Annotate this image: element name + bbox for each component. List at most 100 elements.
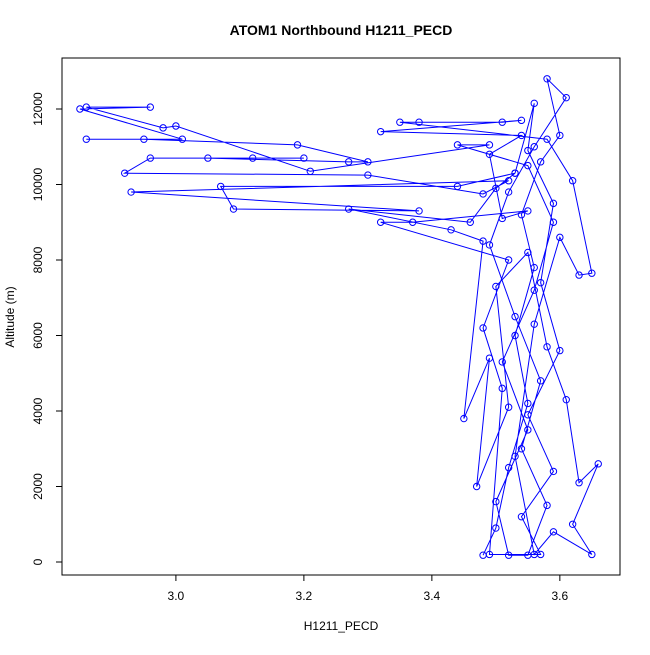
- data-point: [447, 226, 455, 234]
- data-point: [517, 445, 526, 453]
- data-point: [536, 278, 545, 287]
- y-tick-label: 10000: [31, 167, 45, 201]
- data-point: [293, 141, 302, 149]
- x-tick-label: 3.0: [168, 589, 185, 603]
- data-point: [344, 158, 353, 166]
- data-point: [530, 143, 538, 151]
- x-tick-label: 3.6: [552, 589, 569, 603]
- data-point: [479, 324, 487, 332]
- data-point: [498, 384, 506, 393]
- data-point: [517, 131, 526, 140]
- data-point: [492, 497, 500, 506]
- data-point: [511, 312, 519, 321]
- data-point: [140, 135, 148, 143]
- data-point: [344, 205, 353, 213]
- data-point: [511, 452, 519, 461]
- data-point: [492, 282, 500, 291]
- data-point: [543, 135, 551, 143]
- chart-title: ATOM1 Northbound H1211_PECD: [230, 22, 453, 38]
- data-point: [364, 158, 372, 166]
- data-point: [594, 460, 602, 468]
- data-point: [146, 154, 155, 162]
- data-point: [306, 167, 314, 175]
- data-point: [568, 520, 577, 528]
- data-point: [511, 331, 519, 340]
- data-point: [588, 550, 596, 559]
- data-point: [530, 286, 538, 294]
- data-point: [524, 207, 532, 215]
- data-point: [82, 103, 91, 111]
- data-line: [79, 77, 599, 556]
- data-point: [248, 154, 257, 162]
- data-point: [159, 124, 167, 132]
- data-point: [524, 426, 532, 434]
- data-point: [562, 93, 570, 102]
- data-point: [466, 218, 474, 226]
- data-point: [588, 269, 596, 277]
- data-point: [575, 479, 583, 487]
- data-point: [549, 199, 558, 208]
- data-point: [127, 188, 135, 196]
- data-point: [517, 116, 526, 125]
- x-axis-label: H1211_PECD: [304, 619, 379, 633]
- data-point: [556, 131, 564, 140]
- data-point: [376, 218, 385, 226]
- data-point: [562, 395, 570, 404]
- data-point: [504, 177, 513, 185]
- data-point: [204, 154, 212, 162]
- data-point: [504, 188, 513, 196]
- y-tick-label: 8000: [31, 246, 45, 273]
- data-point: [460, 414, 468, 423]
- data-point: [524, 411, 532, 419]
- data-point: [216, 182, 225, 191]
- data-point: [504, 256, 513, 264]
- data-point: [524, 248, 532, 257]
- data-point: [479, 190, 487, 198]
- data-point: [498, 358, 506, 366]
- data-point: [408, 218, 417, 226]
- data-point: [524, 399, 532, 408]
- data-point: [517, 513, 526, 521]
- data-point: [543, 75, 551, 83]
- data-point: [178, 135, 187, 143]
- data-point: [530, 99, 538, 108]
- data-point: [376, 127, 385, 136]
- data-point: [556, 233, 564, 242]
- data-point: [530, 320, 538, 328]
- data-point: [485, 354, 494, 362]
- data-point: [498, 214, 506, 223]
- data-point: [229, 205, 238, 213]
- data-point: [549, 528, 558, 536]
- data-point: [453, 141, 462, 149]
- data-point: [396, 118, 404, 126]
- data-point: [549, 218, 558, 226]
- data-point: [485, 241, 494, 249]
- data-point: [492, 524, 500, 532]
- data-point: [536, 377, 545, 385]
- y-tick-label: 2000: [31, 473, 45, 500]
- y-tick-label: 12000: [31, 92, 45, 126]
- x-tick-label: 3.4: [424, 589, 441, 603]
- data-point: [543, 501, 551, 510]
- plot-frame: [61, 57, 621, 576]
- data-point: [568, 177, 577, 185]
- data-point: [504, 463, 513, 472]
- y-tick-label: 6000: [31, 322, 45, 349]
- data-point: [536, 158, 545, 166]
- data-point: [492, 184, 500, 192]
- data-point: [504, 403, 513, 411]
- data-point: [524, 161, 532, 170]
- data-point: [575, 271, 583, 279]
- data-point: [549, 467, 558, 476]
- data-point: [556, 346, 564, 355]
- data-point: [536, 550, 545, 559]
- data-point: [498, 118, 506, 126]
- y-tick-label: 0: [31, 558, 45, 565]
- data-point: [300, 154, 308, 162]
- data-point: [82, 135, 91, 143]
- data-point: [504, 551, 513, 559]
- data-point: [415, 207, 423, 215]
- data-point: [517, 211, 526, 219]
- data-point: [485, 550, 494, 559]
